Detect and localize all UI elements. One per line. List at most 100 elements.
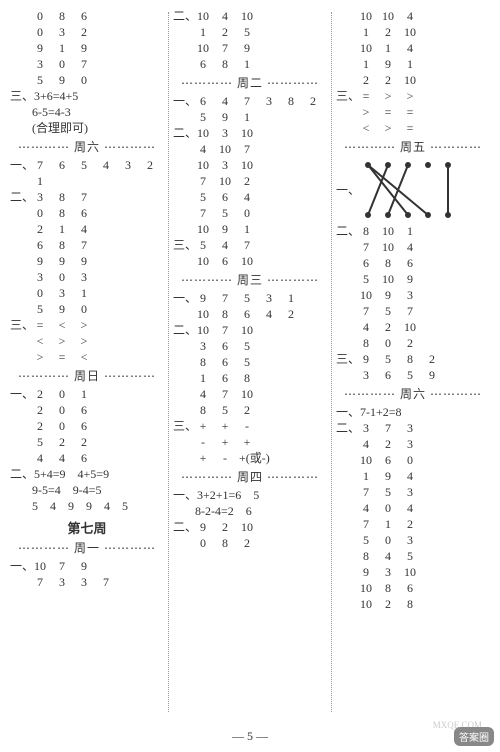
data-row: 032 bbox=[10, 24, 164, 40]
data-row: 10610 bbox=[173, 253, 327, 269]
data-row: 591 bbox=[173, 109, 327, 125]
day-divider-thu: ⋯⋯⋯⋯周四⋯⋯⋯⋯ bbox=[173, 468, 327, 485]
row-values: 303 bbox=[32, 269, 98, 285]
row-values: 10410 bbox=[195, 8, 261, 24]
data-row: 一、765432 bbox=[10, 157, 164, 173]
row-values: 9310 bbox=[358, 564, 424, 580]
row-values: -++ bbox=[195, 434, 261, 450]
column-3: 10104121010141912210 三、=>>>==<>= ⋯⋯⋯⋯周五⋯… bbox=[332, 8, 494, 720]
data-row: 750 bbox=[173, 205, 327, 221]
data-row: 一、201 bbox=[10, 386, 164, 402]
row-label: 二、 bbox=[173, 519, 195, 535]
data-row: 二、373 bbox=[336, 420, 490, 436]
data-row: 二、10310 bbox=[173, 125, 327, 141]
page-number: — 5 — bbox=[0, 729, 500, 744]
row-values: 547 bbox=[195, 237, 261, 253]
data-row: 9310 bbox=[336, 564, 490, 580]
row-values: 086 bbox=[32, 205, 98, 221]
row-values: 1 bbox=[32, 173, 54, 189]
data-row: 1091 bbox=[173, 221, 327, 237]
row-values: 191 bbox=[358, 56, 424, 72]
row-label: 一、 bbox=[173, 93, 195, 109]
row-values: 1093 bbox=[358, 287, 424, 303]
row-label: 二、 bbox=[173, 8, 195, 24]
row-values: 852 bbox=[195, 402, 261, 418]
data-row: 712 bbox=[336, 516, 490, 532]
section-two-eq: 二、5+4=9 4+5=9 bbox=[10, 466, 164, 482]
row-values: 712 bbox=[358, 516, 424, 532]
row-values: 1086 bbox=[358, 580, 424, 596]
row-label: 二、 bbox=[336, 420, 358, 436]
week-title: 第七周 bbox=[10, 518, 164, 537]
matching-diagram bbox=[358, 157, 458, 223]
row-label: 三、 bbox=[10, 317, 32, 333]
data-row: 365 bbox=[173, 338, 327, 354]
text-line: (合理即可) bbox=[10, 120, 164, 136]
row-values: 214 bbox=[32, 221, 98, 237]
data-row: 1 bbox=[10, 173, 164, 189]
section-three-a: 三、3+6=4+5 bbox=[10, 88, 164, 104]
row-values: 446 bbox=[32, 450, 98, 466]
data-row: 214 bbox=[10, 221, 164, 237]
data-row: 一、647382 bbox=[173, 93, 327, 109]
data-row: 二、10410 bbox=[173, 8, 327, 24]
data-row: 二、387 bbox=[10, 189, 164, 205]
row-values: 681 bbox=[195, 56, 261, 72]
data-row: 1028 bbox=[336, 596, 490, 612]
section-one-eq: 一、3+2+1=6 5 bbox=[173, 487, 327, 503]
data-row: +-+(或-) bbox=[173, 450, 327, 466]
day-divider-tue: ⋯⋯⋯⋯周二⋯⋯⋯⋯ bbox=[173, 74, 327, 91]
row-values: 5109 bbox=[358, 271, 424, 287]
data-row: 681 bbox=[173, 56, 327, 72]
data-row: 404 bbox=[336, 500, 490, 516]
data-row: 303 bbox=[10, 269, 164, 285]
row-values: 919 bbox=[32, 40, 98, 56]
day-divider-sat: ⋯⋯⋯⋯周六⋯⋯⋯⋯ bbox=[10, 138, 164, 155]
row-values: 206 bbox=[32, 418, 98, 434]
row-label: 三、 bbox=[173, 237, 195, 253]
row-values: =>> bbox=[358, 88, 424, 104]
row-values: 865 bbox=[195, 354, 261, 370]
row-label: 二、 bbox=[173, 125, 195, 141]
row-values: 590 bbox=[32, 301, 98, 317]
data-row: 590 bbox=[10, 301, 164, 317]
data-row: 446 bbox=[10, 450, 164, 466]
data-row: 10104 bbox=[336, 8, 490, 24]
row-values: 7337 bbox=[32, 574, 120, 590]
data-row: 191 bbox=[336, 56, 490, 72]
row-values: 1028 bbox=[358, 596, 424, 612]
row-values: 765432 bbox=[32, 157, 164, 173]
data-row: 865 bbox=[173, 354, 327, 370]
text-line: 6-5=4-3 bbox=[10, 104, 164, 120]
row-values: 108642 bbox=[195, 306, 305, 322]
row-label: 三、 bbox=[173, 418, 195, 434]
data-row: 423 bbox=[336, 436, 490, 452]
day-divider-sun: ⋯⋯⋯⋯周日⋯⋯⋯⋯ bbox=[10, 367, 164, 384]
data-row: >=< bbox=[10, 349, 164, 365]
data-row: 3659 bbox=[336, 367, 490, 383]
column-2: 二、104101251079681 ⋯⋯⋯⋯周二⋯⋯⋯⋯ 一、647382591… bbox=[169, 8, 331, 720]
row-values: 1014 bbox=[358, 40, 424, 56]
row-values: 591 bbox=[195, 109, 261, 125]
logo-watermark: 答案圈 bbox=[454, 727, 494, 746]
row-values: 9582 bbox=[358, 351, 446, 367]
data-row: -++ bbox=[173, 434, 327, 450]
row-values: 564 bbox=[195, 189, 261, 205]
data-row: 168 bbox=[173, 370, 327, 386]
data-row: 590 bbox=[10, 72, 164, 88]
row-values: 10610 bbox=[195, 253, 261, 269]
row-values: 1079 bbox=[195, 40, 261, 56]
data-row: 564 bbox=[173, 189, 327, 205]
row-values: 9210 bbox=[195, 519, 261, 535]
data-row: 三、=>> bbox=[336, 88, 490, 104]
row-values: =<> bbox=[32, 317, 98, 333]
row-values: 686 bbox=[358, 255, 424, 271]
row-values: 590 bbox=[32, 72, 98, 88]
row-values: 1091 bbox=[195, 221, 261, 237]
row-values: 845 bbox=[358, 548, 424, 564]
data-row: 687 bbox=[10, 237, 164, 253]
row-label: 一、 bbox=[10, 157, 32, 173]
data-row: 1093 bbox=[336, 287, 490, 303]
data-row: 206 bbox=[10, 418, 164, 434]
row-values: 7102 bbox=[195, 173, 261, 189]
